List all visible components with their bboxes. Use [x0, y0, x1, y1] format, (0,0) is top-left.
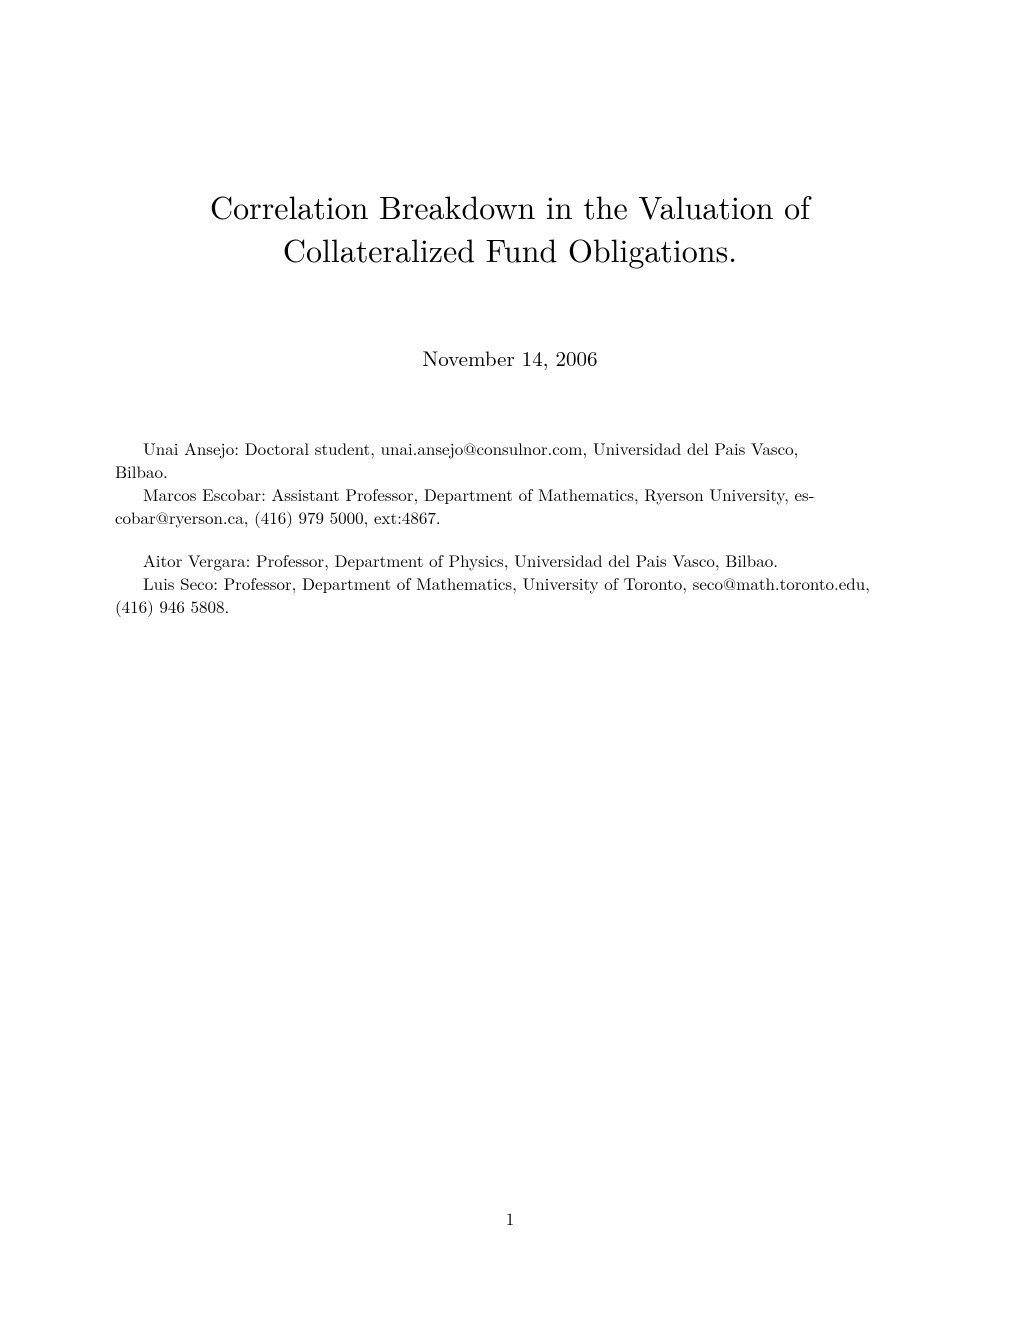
page-number: 1 — [0, 1206, 1020, 1230]
author-seco-line2: (416) 946 5808. — [115, 595, 905, 618]
author-seco: Luis Seco: Professor, Department of Math… — [115, 572, 905, 618]
author-escobar-line1: Marcos Escobar: Assistant Professor, Dep… — [115, 483, 905, 506]
page-content: Correlation Breakdown in the Valuation o… — [0, 0, 1020, 618]
authors-section: Unai Ansejo: Doctoral student, unai.anse… — [115, 437, 905, 618]
title-line-1: Correlation Breakdown in the Valuation o… — [210, 184, 810, 229]
author-vergara-line1: Aitor Vergara: Professor, Department of … — [115, 549, 905, 572]
author-seco-line1: Luis Seco: Professor, Department of Math… — [115, 572, 905, 595]
paper-date: November 14, 2006 — [115, 343, 905, 373]
author-ansejo-line2: Bilbao. — [115, 460, 905, 483]
paper-title: Correlation Breakdown in the Valuation o… — [115, 185, 905, 271]
author-escobar: Marcos Escobar: Assistant Professor, Dep… — [115, 483, 905, 529]
author-vergara: Aitor Vergara: Professor, Department of … — [115, 549, 905, 572]
author-ansejo-line1: Unai Ansejo: Doctoral student, unai.anse… — [115, 437, 905, 460]
author-ansejo: Unai Ansejo: Doctoral student, unai.anse… — [115, 437, 905, 483]
author-escobar-line2: cobar@ryerson.ca, (416) 979 5000, ext:48… — [115, 506, 905, 529]
author-spacer — [115, 529, 905, 549]
title-line-2: Collateralized Fund Obligations. — [283, 227, 737, 272]
